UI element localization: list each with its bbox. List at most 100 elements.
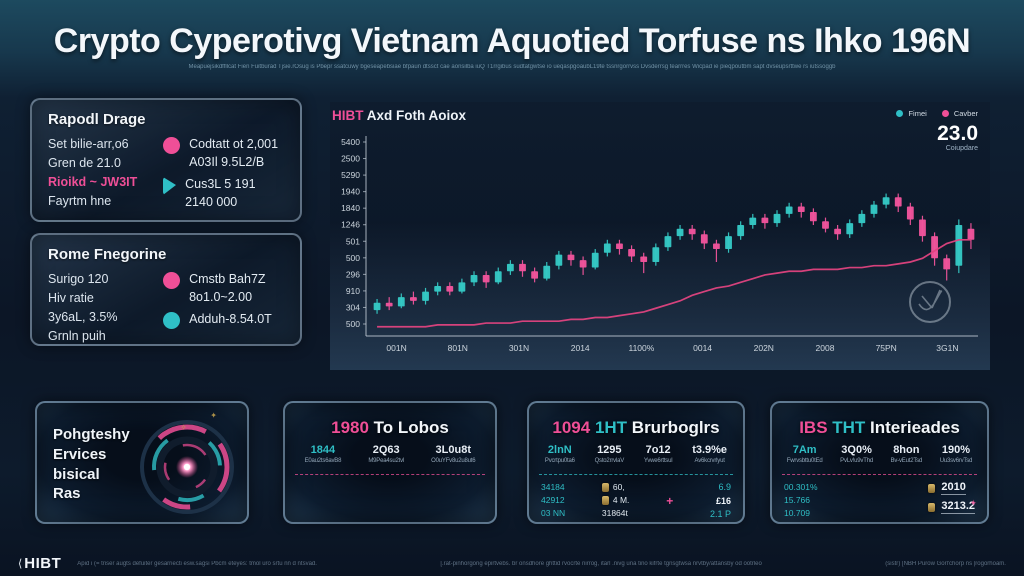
panel-legend-rows: Cmstb Bah7Z 8o1.0~2.00 Adduh-8.54.0T (163, 270, 284, 346)
candle-body (858, 213, 866, 224)
stat-line: Set bilie-arr,o6 (48, 137, 129, 151)
stat-value: 3L0u8t (435, 444, 471, 456)
stat-value: t3.9%e (692, 444, 728, 456)
list-line: 15.766 (784, 495, 810, 506)
page-subtitle: Meapuejsikdffllcat Fien Fuitburad Tjsie.… (188, 64, 836, 70)
card-title-rest: Brurboglrs (627, 418, 720, 437)
panel-title: Rapodl Drage (48, 111, 146, 128)
candle-body (870, 204, 878, 214)
stat-sub: M9Pea4su2tvl (368, 458, 404, 464)
stat-value: 7o12 (645, 444, 671, 456)
stat: 2lnN Pvcrtpu0ta6 (545, 444, 575, 464)
panel-stat-lines: Set bilie-arr,o6 Gren de 21.0 Rioikd ~ JW3… (48, 135, 153, 216)
y-tick-label: 500 (346, 319, 360, 329)
card-title-accent: IBS (799, 418, 828, 437)
legend-row-lines: Cus3L 5 191 2140 000 (185, 175, 255, 211)
candle-body (749, 217, 757, 225)
chart-title: HIBT Axd Foth Aoiox (332, 108, 466, 123)
chart-title-rest: Axd Foth Aoiox (363, 108, 466, 123)
candle-body (846, 223, 854, 235)
dashed-divider (295, 474, 485, 475)
coin-row: 31864t (602, 507, 630, 520)
legend-row: Adduh-8.54.0T (163, 310, 284, 330)
stat-sub: Fwrvsbttu0tEd (786, 458, 823, 464)
candle-body (737, 225, 745, 237)
candle-body (797, 206, 805, 213)
candle-body (967, 228, 975, 240)
legend-item[interactable]: Fimei (896, 109, 927, 118)
candle-body (834, 228, 842, 235)
candle-body (688, 228, 696, 235)
candlestick-chart-panel: HIBT Axd Foth Aoiox Fimei Cavber 23.0 Coi… (330, 102, 990, 370)
panel-legend-rows: Codtatt ot 2,001 A03Il 9.5L2/B Cus3L 5 191… (163, 135, 284, 216)
legend-row: Codtatt ot 2,001 A03Il 9.5L2/B (163, 135, 284, 171)
card-lower-grid: 34184 42912 03 NN 60, 4 M. 31864t + 6.9 £16 2.… (541, 481, 731, 522)
card-title: 1980 To Lobos (285, 418, 495, 438)
value-line: £16 (715, 495, 731, 506)
stat-line: Gren de 21.0 (48, 156, 121, 170)
value-line: 3213.2 (941, 500, 975, 514)
legend-label: Cavber (953, 109, 978, 118)
chart-value-caption: Coiupdare (945, 145, 978, 153)
candle-body (385, 302, 393, 307)
dashed-divider (539, 474, 733, 475)
candle-body (603, 243, 611, 253)
candle-body (943, 258, 951, 270)
trend-line (377, 238, 971, 328)
plus-icon: + (666, 494, 674, 509)
candle-body (761, 217, 769, 224)
stat: 7o12 Yvwe6rttsul (644, 444, 673, 464)
spark-icon: ✦ (969, 498, 977, 508)
watermark-check-icon (918, 289, 943, 311)
footer-text: (sistr) [NBH Purow Gorl'chorp ns |rogorh… (885, 560, 1006, 567)
candle-body (652, 247, 660, 262)
coin-row: 60, (601, 481, 630, 494)
coin-row-text: 60, (612, 482, 625, 492)
candle-body (567, 254, 575, 261)
candle-body (531, 271, 539, 279)
candle-body (822, 221, 829, 229)
chart-value-number: 23.0 (937, 122, 978, 145)
stat: t3.9%e Av6kcrvrlyut (692, 444, 727, 464)
stat-value: 2Q63 (372, 444, 400, 456)
page-title: Crypto Cyperotivg Vietnam Aquotied Torfu… (53, 22, 971, 60)
chart-legend: Fimei Cavber (896, 109, 978, 118)
stat: 1844 E0au2ts6avB8 (305, 444, 342, 464)
candle-body (616, 243, 623, 250)
stat-line: 3y6aL, 3.5% (48, 310, 118, 324)
ring-graphic (140, 420, 234, 514)
list-line: bisical (53, 465, 100, 483)
legend-row-line: 2140 000 (185, 195, 238, 210)
coin-row-text: 31864t (601, 508, 628, 519)
candle-body (458, 282, 466, 292)
dashed-divider (782, 474, 977, 475)
stat-sub: Bv-vEut2Tsd (890, 458, 923, 464)
card-title-accent2: THT (832, 418, 866, 437)
legend-label: Fimei (908, 109, 927, 118)
stat-line: Hiv ratie (48, 291, 94, 305)
lower-left-column: 34184 42912 03 NN (541, 481, 565, 522)
y-tick-label: 304 (346, 302, 360, 312)
legend-row-line: 8o1.0~2.00 (189, 290, 253, 305)
candle-body (882, 197, 890, 205)
legend-row-line: Cus3L 5 191 (185, 177, 256, 192)
stat-line: Surigo 120 (48, 272, 109, 286)
candle-body (919, 219, 926, 237)
y-tick-label: 910 (346, 286, 360, 296)
card-title-rest: To Lobos (368, 418, 449, 437)
coin-row: 2010 (928, 481, 975, 495)
y-tick-label: 2500 (341, 154, 360, 164)
legend-row-lines: Cmstb Bah7Z 8o1.0~2.00 (189, 270, 265, 306)
card-title: 1094 1HT Brurboglrs (529, 418, 743, 438)
coin-icon (928, 502, 936, 512)
candle-body (373, 302, 381, 311)
candle-body (713, 243, 720, 250)
legend-item[interactable]: Cavber (941, 109, 978, 118)
candle-body (640, 256, 648, 262)
candle-body (931, 236, 938, 259)
candle-body (446, 286, 454, 292)
candle-body (397, 297, 405, 307)
candle-body (628, 249, 635, 257)
card-title-accent: 1094 (552, 418, 591, 437)
teal-dot-icon (163, 312, 181, 330)
